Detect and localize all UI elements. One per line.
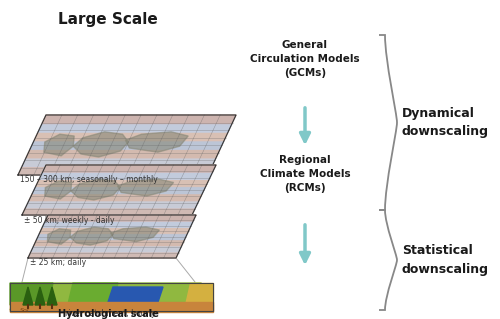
Polygon shape: [28, 252, 179, 258]
Text: Regional
Climate Models
(RCMs): Regional Climate Models (RCMs): [260, 155, 350, 193]
Text: Statistical
downscaling: Statistical downscaling: [402, 244, 489, 276]
Polygon shape: [42, 221, 193, 227]
Polygon shape: [23, 287, 33, 305]
Polygon shape: [70, 227, 113, 245]
Polygon shape: [38, 123, 232, 132]
Text: Sol: Sol: [20, 308, 30, 313]
Polygon shape: [32, 186, 206, 194]
Polygon shape: [36, 179, 209, 186]
Polygon shape: [35, 287, 45, 305]
Text: General
Circulation Models
(GCMs): General Circulation Models (GCMs): [250, 40, 360, 78]
Polygon shape: [68, 283, 118, 304]
Polygon shape: [31, 246, 182, 252]
Polygon shape: [29, 194, 203, 201]
Polygon shape: [26, 149, 220, 158]
Polygon shape: [126, 132, 188, 152]
Polygon shape: [40, 227, 190, 234]
Polygon shape: [185, 283, 213, 305]
Text: river catchment; hourly: river catchment; hourly: [65, 309, 155, 318]
Polygon shape: [10, 283, 53, 305]
Polygon shape: [26, 201, 199, 208]
Polygon shape: [36, 234, 188, 240]
Polygon shape: [42, 165, 216, 172]
Polygon shape: [47, 287, 57, 305]
Polygon shape: [34, 132, 228, 141]
Polygon shape: [10, 283, 213, 310]
Polygon shape: [110, 227, 160, 242]
Polygon shape: [10, 305, 213, 312]
Polygon shape: [42, 115, 236, 123]
Polygon shape: [10, 302, 213, 311]
Text: Dynamical
downscaling: Dynamical downscaling: [402, 107, 489, 137]
Text: Large Scale: Large Scale: [58, 12, 158, 27]
Polygon shape: [118, 179, 174, 196]
Polygon shape: [22, 208, 196, 215]
Polygon shape: [48, 229, 70, 244]
Text: ± 25 km; daily: ± 25 km; daily: [30, 258, 86, 267]
Polygon shape: [73, 132, 128, 157]
Polygon shape: [44, 181, 72, 199]
Polygon shape: [18, 115, 236, 175]
Polygon shape: [71, 179, 120, 200]
Polygon shape: [22, 158, 216, 167]
Polygon shape: [108, 287, 163, 302]
Text: Hydrological scale: Hydrological scale: [58, 309, 158, 319]
Polygon shape: [39, 172, 212, 179]
Polygon shape: [18, 167, 212, 175]
Polygon shape: [28, 215, 196, 258]
Polygon shape: [45, 215, 196, 221]
Text: 150 – 300 km; seasonally – monthly: 150 – 300 km; seasonally – monthly: [20, 175, 158, 184]
Polygon shape: [30, 141, 224, 149]
Polygon shape: [34, 240, 184, 246]
Polygon shape: [44, 134, 74, 156]
Polygon shape: [22, 165, 216, 215]
Text: ± 50 km; weekly - daily: ± 50 km; weekly - daily: [24, 216, 114, 225]
